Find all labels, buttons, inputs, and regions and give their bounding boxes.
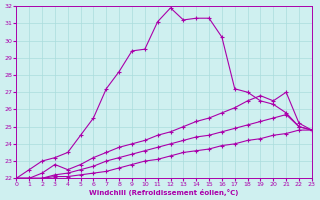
X-axis label: Windchill (Refroidissement éolien,°C): Windchill (Refroidissement éolien,°C): [89, 189, 239, 196]
